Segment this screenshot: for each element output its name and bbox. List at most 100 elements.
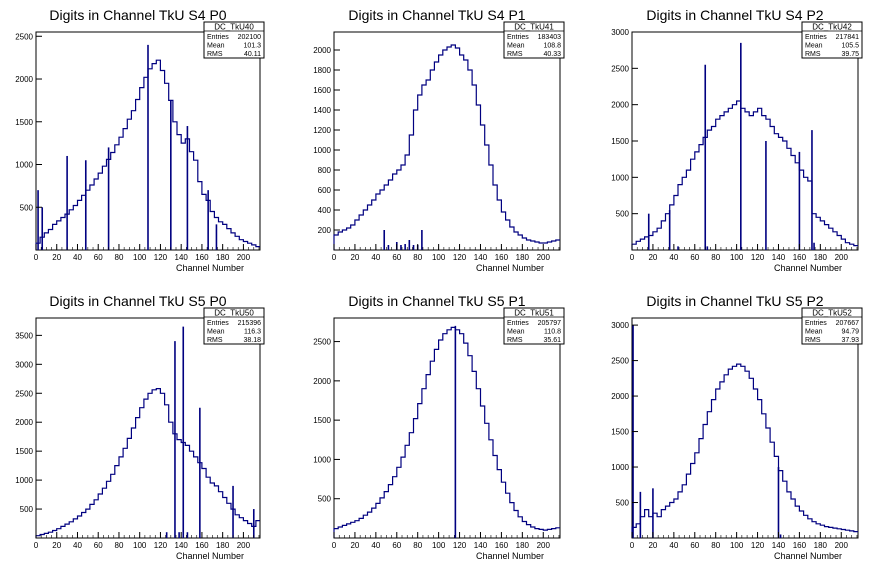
stats-value-mean: 116.3 bbox=[244, 329, 261, 336]
x-tick-label: 20 bbox=[350, 253, 359, 262]
x-tick-label: 60 bbox=[392, 253, 401, 262]
y-tick-label: 1000 bbox=[15, 476, 33, 485]
x-tick-label: 20 bbox=[648, 541, 657, 550]
y-tick-label: 3500 bbox=[15, 331, 33, 340]
stats-name: DC_TkU51 bbox=[514, 309, 554, 318]
x-tick-label: 140 bbox=[175, 541, 189, 550]
stats-label-mean: Mean bbox=[207, 329, 225, 336]
y-tick-label: 2500 bbox=[15, 32, 33, 41]
x-tick-label: 100 bbox=[432, 541, 446, 550]
x-tick-label: 20 bbox=[52, 541, 61, 550]
y-tick-label: 1000 bbox=[611, 463, 629, 472]
stats-label-entries: Entries bbox=[207, 34, 229, 41]
y-tick-label: 1500 bbox=[611, 428, 629, 437]
x-tick-label: 40 bbox=[669, 541, 678, 550]
y-tick-label: 3000 bbox=[15, 360, 33, 369]
stats-label-mean: Mean bbox=[507, 43, 525, 50]
y-tick-label: 3000 bbox=[611, 28, 629, 37]
x-tick-label: 0 bbox=[630, 541, 635, 550]
stats-value-rms: 35.61 bbox=[543, 337, 561, 344]
x-tick-label: 140 bbox=[175, 253, 189, 262]
x-tick-label: 60 bbox=[94, 253, 103, 262]
stats-box: DC_TkU40 Entries 202100 Mean 101.3 RMS 40.11 bbox=[203, 21, 265, 59]
stats-box: DC_TkU42 Entries 217841 Mean 105.5 RMS 39.75 bbox=[801, 21, 863, 59]
stats-label-entries: Entries bbox=[507, 320, 529, 327]
x-tick-label: 120 bbox=[154, 541, 168, 550]
x-tick-label: 20 bbox=[648, 253, 657, 262]
x-tick-label: 120 bbox=[751, 541, 765, 550]
x-tick-label: 80 bbox=[413, 541, 422, 550]
chart-title: Digits in Channel TkU S4 P1 bbox=[348, 7, 525, 23]
y-tick-label: 2500 bbox=[15, 389, 33, 398]
stats-label-entries: Entries bbox=[805, 34, 827, 41]
x-axis-label: Channel Number bbox=[774, 551, 842, 561]
y-tick-label: 400 bbox=[318, 206, 332, 215]
x-tick-label: 60 bbox=[690, 253, 699, 262]
x-tick-label: 200 bbox=[835, 541, 849, 550]
stats-label-rms: RMS bbox=[805, 51, 821, 58]
y-tick-label: 2500 bbox=[611, 357, 629, 366]
x-tick-label: 60 bbox=[94, 541, 103, 550]
x-tick-label: 120 bbox=[154, 253, 168, 262]
stats-box: DC_TkU50 Entries 215396 Mean 116.3 RMS 38.18 bbox=[203, 307, 265, 345]
y-tick-label: 500 bbox=[616, 210, 630, 219]
x-tick-label: 180 bbox=[216, 253, 230, 262]
stats-label-entries: Entries bbox=[805, 320, 827, 327]
histogram-series bbox=[333, 44, 560, 250]
stats-box-frame bbox=[203, 307, 265, 345]
x-axis-label: Channel Number bbox=[476, 551, 544, 561]
plot-frame bbox=[35, 317, 261, 539]
stats-label-rms: RMS bbox=[207, 337, 223, 344]
x-tick-label: 200 bbox=[237, 541, 251, 550]
x-tick-label: 160 bbox=[495, 541, 509, 550]
stats-value-rms: 38.18 bbox=[243, 337, 261, 344]
x-tick-label: 0 bbox=[34, 253, 39, 262]
x-tick-label: 0 bbox=[332, 253, 337, 262]
x-tick-label: 160 bbox=[793, 541, 807, 550]
x-tick-label: 140 bbox=[474, 253, 488, 262]
x-tick-label: 80 bbox=[413, 253, 422, 262]
x-tick-label: 40 bbox=[669, 253, 678, 262]
x-tick-label: 80 bbox=[115, 253, 124, 262]
x-tick-label: 20 bbox=[350, 541, 359, 550]
y-tick-label: 1000 bbox=[313, 146, 331, 155]
x-tick-label: 160 bbox=[495, 253, 509, 262]
x-tick-label: 40 bbox=[371, 541, 380, 550]
stats-label-rms: RMS bbox=[507, 51, 523, 58]
stats-name: DC_TkU40 bbox=[214, 23, 254, 32]
x-tick-label: 60 bbox=[690, 541, 699, 550]
stats-label-mean: Mean bbox=[507, 329, 525, 336]
x-tick-label: 40 bbox=[73, 253, 82, 262]
stats-value-entries: 202100 bbox=[238, 34, 261, 41]
stats-box: DC_TkU51 Entries 205797 Mean 110.8 RMS 35.61 bbox=[503, 307, 565, 345]
y-tick-label: 1500 bbox=[15, 118, 33, 127]
stats-box-frame bbox=[503, 307, 565, 345]
y-tick-label: 2000 bbox=[313, 377, 331, 386]
chart-title: Digits in Channel TkU S4 P2 bbox=[646, 7, 823, 23]
stats-label-rms: RMS bbox=[805, 337, 821, 344]
x-tick-label: 200 bbox=[537, 253, 551, 262]
y-tick-label: 1400 bbox=[313, 106, 331, 115]
x-tick-label: 100 bbox=[133, 541, 147, 550]
chart-title: Digits in Channel TkU S5 P1 bbox=[348, 293, 525, 309]
stats-value-rms: 40.11 bbox=[244, 51, 261, 58]
stats-name: DC_TkU41 bbox=[514, 23, 554, 32]
stats-name: DC_TkU42 bbox=[812, 23, 852, 32]
y-tick-label: 1200 bbox=[313, 126, 331, 135]
stats-value-rms: 40.33 bbox=[543, 51, 561, 58]
x-tick-label: 160 bbox=[195, 541, 209, 550]
x-tick-label: 200 bbox=[835, 253, 849, 262]
y-tick-label: 500 bbox=[20, 505, 34, 514]
y-tick-label: 500 bbox=[318, 495, 332, 504]
y-tick-label: 2000 bbox=[313, 46, 331, 55]
x-tick-label: 160 bbox=[793, 253, 807, 262]
y-tick-label: 3000 bbox=[611, 321, 629, 330]
x-tick-label: 60 bbox=[392, 541, 401, 550]
x-tick-label: 140 bbox=[474, 541, 488, 550]
stats-label-mean: Mean bbox=[805, 43, 823, 50]
stats-value-entries: 207667 bbox=[836, 320, 859, 327]
stats-label-mean: Mean bbox=[207, 43, 225, 50]
x-tick-label: 180 bbox=[516, 541, 530, 550]
chart-title: Digits in Channel TkU S5 P2 bbox=[646, 293, 823, 309]
